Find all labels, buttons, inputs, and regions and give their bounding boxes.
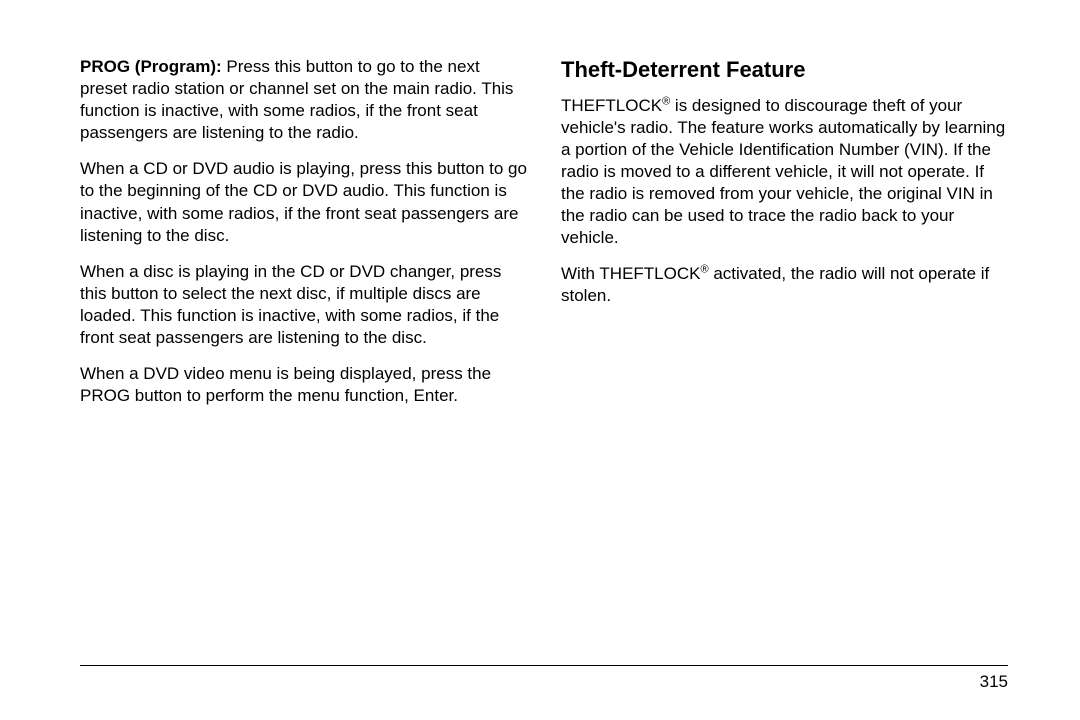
theftlock-p1-b: is designed to discourage theft of your … (561, 96, 1005, 248)
theftlock-p1-a: THEFTLOCK (561, 96, 662, 115)
footer-rule (80, 665, 1008, 666)
prog-paragraph-1: PROG (Program): Press this button to go … (80, 56, 527, 144)
registered-mark-icon: ® (662, 95, 670, 107)
theftlock-paragraph-2: With THEFTLOCK® activated, the radio wil… (561, 263, 1008, 307)
theftlock-p2-a: With THEFTLOCK (561, 264, 700, 283)
prog-paragraph-4: When a DVD video menu is being displayed… (80, 363, 527, 407)
theft-deterrent-heading: Theft-Deterrent Feature (561, 56, 1008, 85)
prog-label: PROG (Program): (80, 57, 222, 76)
theftlock-paragraph-1: THEFTLOCK® is designed to discourage the… (561, 95, 1008, 250)
right-column: Theft-Deterrent Feature THEFTLOCK® is de… (561, 56, 1008, 421)
manual-page: PROG (Program): Press this button to go … (0, 0, 1080, 720)
left-column: PROG (Program): Press this button to go … (80, 56, 527, 421)
page-number: 315 (980, 672, 1008, 692)
prog-paragraph-2: When a CD or DVD audio is playing, press… (80, 158, 527, 246)
prog-paragraph-3: When a disc is playing in the CD or DVD … (80, 261, 527, 349)
two-column-layout: PROG (Program): Press this button to go … (80, 56, 1008, 421)
registered-mark-icon: ® (700, 264, 708, 276)
